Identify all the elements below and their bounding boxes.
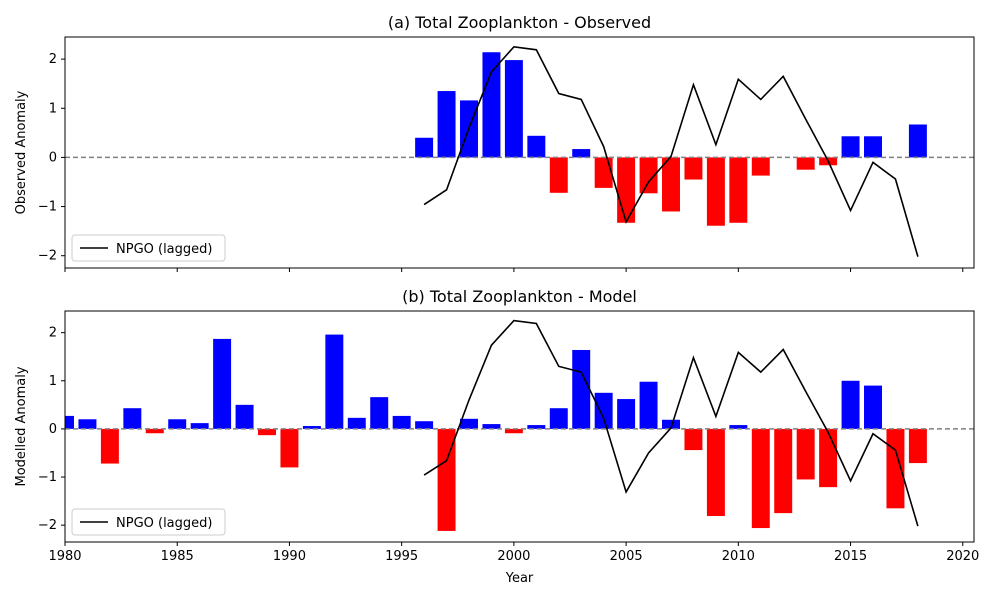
bar-2003 — [572, 349, 591, 429]
bar-2010 — [729, 157, 748, 223]
bar-1989 — [258, 428, 276, 436]
bar-1992 — [325, 334, 344, 429]
panel-title: (b) Total Zooplankton - Model — [402, 287, 637, 306]
bar-2010 — [729, 425, 748, 429]
bar-1994 — [370, 397, 389, 429]
x-tick-label: 2015 — [834, 549, 867, 564]
bar-1982 — [100, 428, 119, 464]
bar-2004 — [594, 392, 613, 429]
panel-title: (a) Total Zooplankton - Observed — [388, 13, 651, 32]
y-tick-label: 2 — [49, 326, 57, 341]
bar-2007 — [662, 157, 680, 212]
bar-1998 — [460, 418, 478, 429]
x-tick-label: 1995 — [385, 549, 418, 564]
bar-1990 — [280, 428, 299, 468]
bar-2000 — [504, 60, 523, 158]
bar-1984 — [145, 428, 164, 434]
bar-2001 — [527, 425, 546, 429]
x-tick-label: 2020 — [946, 549, 979, 564]
bar-2013 — [796, 157, 815, 170]
bar-1988 — [235, 404, 254, 429]
plot-area — [65, 45, 974, 257]
legend-box — [71, 508, 226, 536]
chart-panel-observed: −2 −1 0 1 2 (a) Total Zooplankton - Observed O… — [14, 13, 975, 272]
legend-box — [71, 234, 226, 262]
bar-2001 — [527, 135, 546, 158]
y-tick-label: −2 — [38, 518, 57, 533]
bar-2005 — [617, 157, 636, 223]
npgo-series-line — [423, 319, 919, 527]
bar-1997 — [437, 91, 456, 158]
bar-2018 — [908, 428, 927, 464]
bar-2008 — [684, 157, 703, 180]
bar-1980 — [65, 415, 74, 429]
bar-1996 — [415, 137, 434, 158]
bar-1996 — [415, 421, 434, 429]
bar-2005 — [617, 399, 636, 429]
bar-2002 — [549, 157, 568, 193]
y-tick-label: 1 — [49, 374, 57, 389]
bar-2003 — [572, 149, 591, 158]
x-tick-label: 1985 — [161, 549, 194, 564]
bar-1999 — [482, 52, 501, 158]
y-tick-label: 2 — [49, 52, 57, 67]
bar-2014 — [819, 428, 838, 488]
y-tick-label: 0 — [49, 150, 57, 165]
y-tick-label: −1 — [38, 470, 57, 485]
bar-2013 — [796, 428, 815, 480]
axes-frame — [64, 310, 975, 543]
bar-2007 — [662, 419, 680, 429]
npgo-series-line — [423, 45, 919, 257]
bar-1999 — [482, 424, 501, 429]
bar-2006 — [639, 381, 658, 429]
y-tick-label: 0 — [49, 422, 57, 437]
legend: NPGO (lagged) — [71, 508, 226, 536]
bar-2016 — [864, 136, 882, 158]
bar-1997 — [437, 428, 456, 531]
y-axis-label: Observed Anomaly — [14, 90, 29, 214]
bar-2015 — [841, 380, 860, 429]
bar-2011 — [751, 428, 770, 529]
y-tick-label: −1 — [38, 200, 57, 215]
bar-2000 — [504, 428, 523, 434]
bar-2009 — [706, 428, 725, 517]
bar-2016 — [864, 385, 882, 429]
x-axis-label: Year — [505, 571, 534, 586]
bar-1983 — [123, 408, 142, 429]
x-tick-label: 2005 — [610, 549, 643, 564]
plot-area — [65, 319, 974, 531]
bar-1987 — [213, 338, 232, 429]
x-tick-label: 1990 — [273, 549, 306, 564]
bar-1985 — [168, 419, 187, 429]
y-tick-label: 1 — [49, 101, 57, 116]
bar-2002 — [549, 408, 568, 429]
legend-label: NPGO (lagged) — [116, 516, 212, 531]
axes-frame — [64, 36, 975, 269]
bar-2015 — [841, 136, 860, 158]
bar-1991 — [302, 426, 321, 429]
chart-panel-model: −2 −1 0 1 2 1980 1985 1990 1995 2000 2005 2010 2015 2… — [14, 287, 979, 586]
x-tick-label: 1980 — [48, 549, 81, 564]
bar-1995 — [392, 415, 411, 429]
bar-2012 — [774, 428, 793, 514]
bar-1993 — [347, 417, 366, 429]
bar-2008 — [684, 428, 703, 451]
y-axis-label: Modelled Anomaly — [14, 366, 29, 486]
bar-1986 — [190, 423, 209, 429]
legend-label: NPGO (lagged) — [116, 242, 212, 257]
y-tick-label: −2 — [38, 249, 57, 264]
bar-1981 — [78, 419, 97, 429]
bar-2018 — [908, 124, 927, 158]
bar-2004 — [594, 157, 613, 188]
bar-2011 — [751, 157, 770, 176]
bar-2006 — [639, 157, 658, 194]
legend: NPGO (lagged) — [71, 234, 226, 262]
bar-2009 — [706, 157, 725, 226]
x-tick-label: 2010 — [722, 549, 755, 564]
x-tick-label: 2000 — [497, 549, 530, 564]
bar-2017 — [886, 428, 905, 509]
